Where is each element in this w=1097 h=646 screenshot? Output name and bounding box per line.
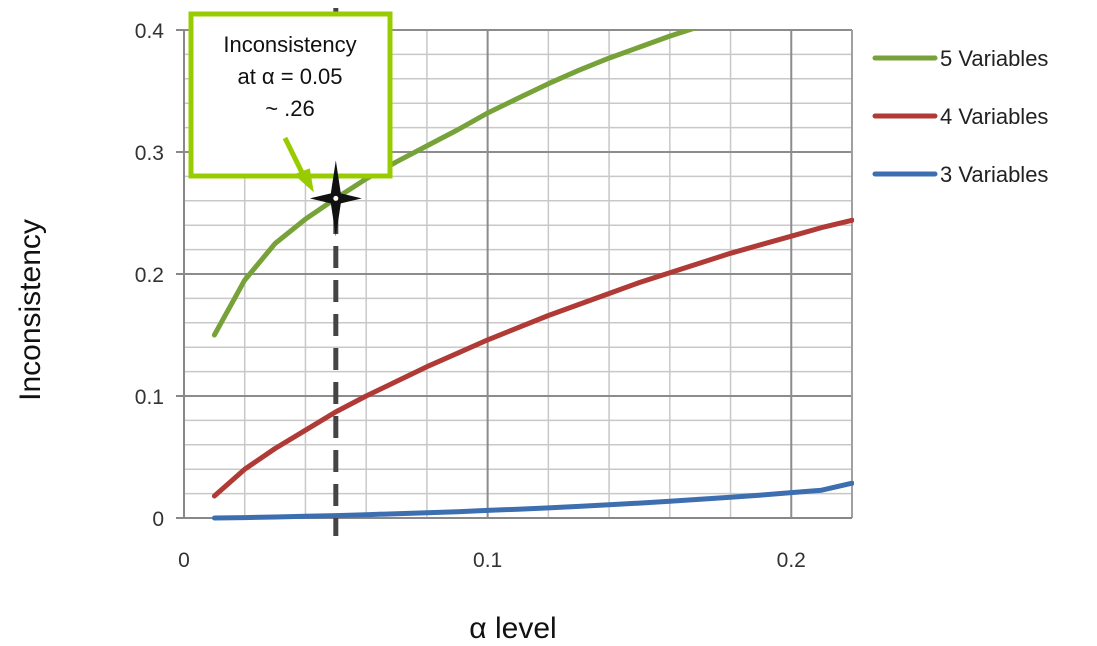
y-axis-title: Inconsistency — [14, 219, 47, 401]
x-tick-label: 0 — [178, 549, 190, 572]
annotation-line-1: Inconsistency — [223, 32, 356, 57]
arrow-head — [293, 168, 314, 193]
annotation-line-3: ~ .26 — [265, 96, 315, 121]
y-tick-label: 0.3 — [135, 142, 164, 165]
y-tick-label: 0 — [152, 508, 164, 531]
annotation-arrow — [282, 136, 314, 193]
y-tick-label: 0.4 — [135, 20, 165, 43]
legend: 5 Variables 4 Variables 3 Variables — [872, 46, 1048, 187]
y-tick-label: 0.2 — [135, 264, 164, 287]
grid — [184, 29, 853, 518]
series-lines — [211, 30, 854, 521]
star-marker-group — [309, 160, 362, 237]
series-line-2 — [211, 217, 854, 499]
x-axis-title: α level — [469, 612, 556, 645]
legend-label: 5 Variables — [940, 46, 1048, 71]
legend-label: 3 Variables — [940, 162, 1048, 187]
x-tick-label: 0.2 — [777, 549, 806, 572]
star-marker-center — [333, 195, 339, 201]
series-line-3 — [211, 480, 854, 521]
tick-labels: 0 0.1 0.2 0 0.1 0.2 0.3 0.4 — [135, 20, 806, 572]
x-tick-label: 0.1 — [473, 549, 502, 572]
annotation-line-2: at α = 0.05 — [237, 64, 342, 89]
annotation-group: Inconsistency at α = 0.05 ~ .26 — [188, 11, 393, 193]
legend-label: 4 Variables — [940, 104, 1048, 129]
series-line-1 — [211, 30, 697, 338]
y-tick-label: 0.1 — [135, 386, 164, 409]
